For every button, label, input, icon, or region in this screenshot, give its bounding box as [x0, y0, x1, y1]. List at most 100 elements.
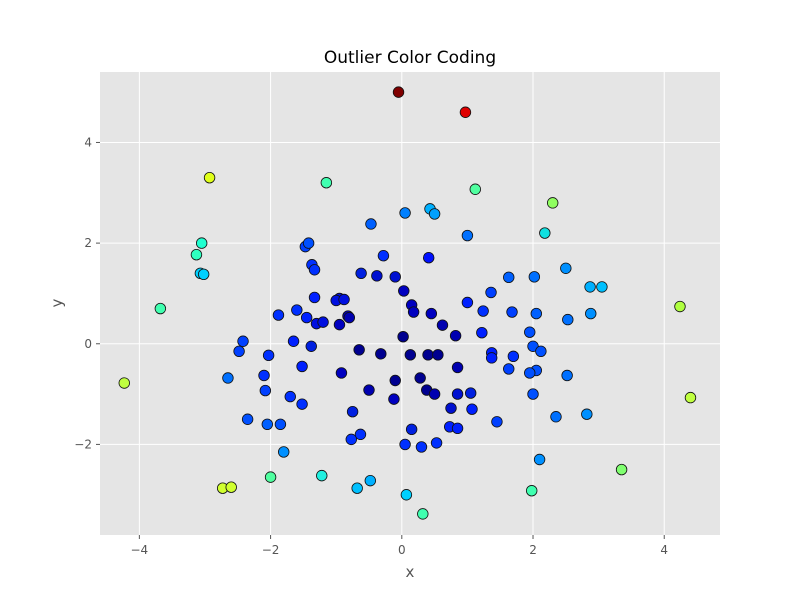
scatter-point: [300, 311, 313, 324]
scatter-point: [524, 367, 536, 379]
scatter-point: [284, 390, 296, 403]
scatter-point: [320, 177, 333, 189]
scatter-point: [118, 377, 130, 389]
scatter-point: [449, 330, 462, 342]
scatter-point: [364, 474, 377, 487]
scatter-point: [389, 374, 401, 387]
scatter-point: [264, 471, 277, 483]
scatter-point: [476, 326, 488, 339]
scatter-point: [335, 367, 348, 379]
scatter-point: [422, 252, 435, 264]
scatter-point: [302, 237, 315, 249]
scatter-point: [526, 485, 538, 497]
scatter-point: [485, 352, 498, 364]
scatter-point: [333, 318, 346, 331]
scatter-point: [375, 348, 387, 360]
scatter-point: [684, 391, 697, 404]
scatter-point: [535, 345, 547, 358]
scatter-point: [524, 326, 536, 338]
scatter-point: [400, 489, 413, 501]
scatter-point: [425, 307, 438, 320]
x-tick-label: −4: [131, 543, 149, 557]
scatter-point: [353, 344, 365, 356]
scatter-point: [477, 305, 489, 317]
scatter-point: [346, 406, 359, 418]
x-tick-label: 2: [529, 543, 537, 557]
scatter-point: [197, 268, 210, 281]
scatter-point: [539, 227, 551, 239]
y-tick-label: 4: [84, 135, 92, 149]
scatter-point: [451, 388, 464, 400]
scatter-point: [392, 86, 405, 98]
y-axis-ticks: −2 0 2 4: [74, 135, 100, 451]
scatter-point: [428, 208, 441, 220]
scatter-point: [485, 286, 497, 299]
scatter-point: [461, 229, 474, 242]
chart-title: Outlier Color Coding: [324, 48, 496, 68]
scatter-point: [354, 428, 367, 441]
scatter-point: [371, 270, 383, 282]
scatter-point: [445, 402, 457, 414]
scatter-point: [469, 183, 481, 195]
scatter-point: [581, 408, 593, 420]
scatter-point: [596, 281, 608, 293]
scatter-point: [503, 363, 515, 375]
scatter-point: [560, 262, 572, 274]
y-tick-label: 2: [84, 236, 92, 250]
scatter-point: [585, 307, 597, 320]
scatter-point: [491, 416, 503, 428]
scatter-point: [274, 418, 287, 430]
scatter-point: [461, 296, 474, 309]
scatter-point: [363, 384, 375, 396]
scatter-point: [365, 218, 377, 230]
scatter-point: [338, 293, 350, 306]
y-tick-label: −2: [74, 437, 92, 451]
data-points: [118, 86, 697, 520]
y-axis-label: y: [48, 298, 66, 307]
scatter-point: [399, 207, 411, 219]
scatter-point: [351, 482, 363, 494]
x-tick-label: 0: [398, 543, 406, 557]
scatter-point: [528, 271, 541, 283]
scatter-point: [414, 372, 426, 384]
scatter-point: [503, 271, 515, 284]
scatter-point: [584, 281, 596, 293]
scatter-point: [345, 433, 357, 446]
scatter-point: [550, 411, 562, 423]
y-tick-label: 0: [84, 337, 92, 351]
scatter-point: [377, 249, 390, 262]
scatter-point: [507, 350, 520, 363]
scatter-point: [405, 423, 418, 436]
scatter-point: [417, 508, 429, 520]
scatter-point: [154, 302, 167, 315]
scatter-point: [464, 387, 477, 399]
scatter-point: [436, 319, 449, 331]
scatter-point: [233, 345, 245, 358]
scatter-point: [430, 437, 443, 449]
scatter-point: [241, 413, 254, 425]
scatter-point: [530, 307, 542, 320]
scatter-point: [343, 311, 356, 324]
scatter-point: [546, 197, 559, 209]
scatter-point: [291, 304, 303, 316]
scatter-point: [674, 300, 686, 313]
x-axis-ticks: −4 −2 0 2 4: [131, 535, 668, 557]
scatter-point: [422, 349, 434, 361]
scatter-point: [561, 369, 573, 382]
scatter-point: [261, 418, 274, 430]
scatter-point: [258, 369, 270, 382]
scatter-point: [225, 481, 237, 493]
scatter-point: [287, 335, 300, 347]
scatter-point: [317, 316, 329, 328]
scatter-point: [562, 313, 574, 326]
scatter-point: [389, 271, 401, 283]
scatter-point: [222, 372, 234, 384]
scatter-point: [506, 306, 518, 318]
scatter-point: [305, 340, 317, 352]
scatter-point: [428, 388, 441, 400]
scatter-point: [296, 360, 308, 373]
scatter-point: [451, 422, 464, 435]
scatter-point: [459, 106, 472, 118]
x-axis-label: x: [406, 563, 415, 581]
